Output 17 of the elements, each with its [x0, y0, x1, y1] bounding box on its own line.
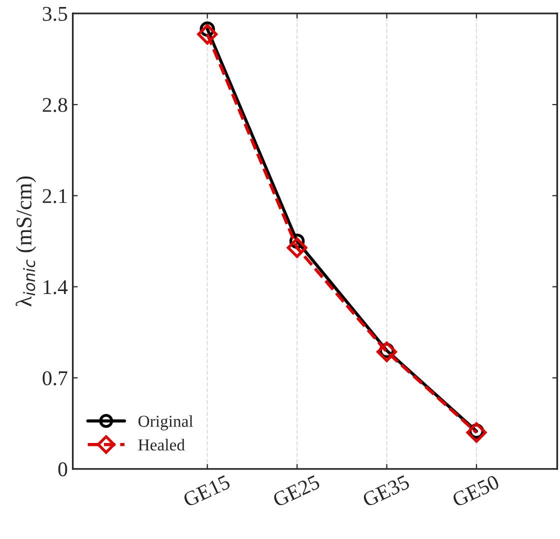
y-tick-label: 2.1 — [42, 189, 67, 204]
point — [286, 237, 308, 258]
y-tick-label: 2.8 — [42, 98, 68, 112]
legend-label: Healed — [138, 438, 185, 451]
x-tick-label: GE15 — [182, 474, 231, 508]
y-tick-label: 3.5 — [42, 6, 68, 21]
x-tick-label: GE35 — [362, 474, 410, 508]
y-tick-label: 0 — [58, 462, 68, 476]
point — [466, 422, 487, 443]
y-tick-label: 1.4 — [44, 280, 68, 294]
y-axis-title: λ$_{ionic}$ (mS/cm) — [16, 176, 36, 306]
point — [376, 342, 397, 362]
y-tick-label: 0.7 — [42, 371, 68, 386]
x-tick-label: GE50 — [451, 474, 500, 508]
legend-label: Original — [138, 415, 194, 430]
x-tick-label: GE25 — [272, 474, 321, 508]
point — [197, 24, 218, 45]
